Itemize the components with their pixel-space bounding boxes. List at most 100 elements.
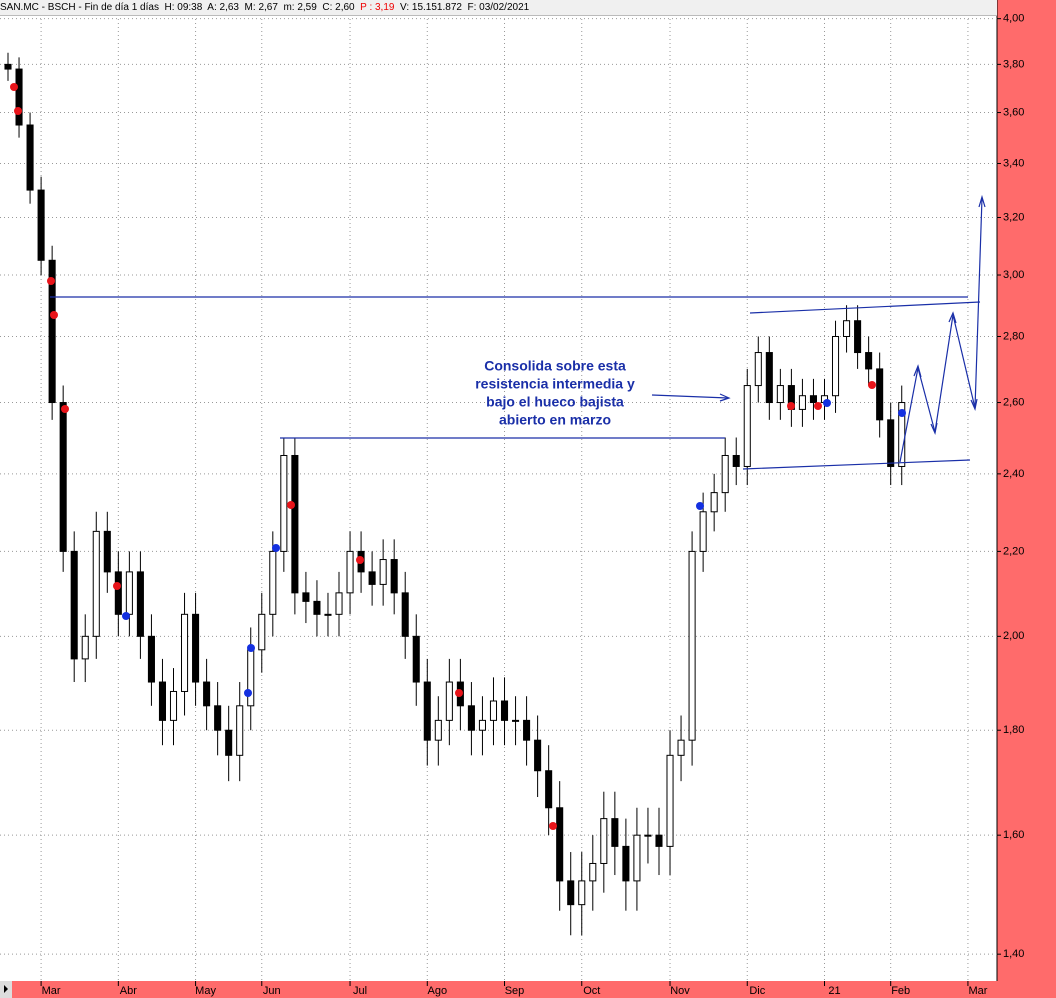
annotation-line: abierto en marzo xyxy=(499,412,611,428)
candle-body xyxy=(556,807,564,882)
candle-body xyxy=(489,700,498,721)
candle-body xyxy=(512,719,520,722)
candle-body xyxy=(843,320,851,337)
candle-body xyxy=(500,700,509,721)
candle-body xyxy=(291,454,299,594)
candle-body xyxy=(114,571,122,615)
x-tick-label: Abr xyxy=(120,985,137,997)
candle-body xyxy=(423,681,431,741)
candle-body xyxy=(48,259,56,404)
pointer xyxy=(651,394,729,399)
candle-body xyxy=(721,454,729,494)
x-tick-label: Jul xyxy=(353,985,367,997)
x-tick-label: May xyxy=(195,985,216,997)
y-tick-label: 3,80 xyxy=(1003,58,1024,70)
candle-body xyxy=(169,690,178,721)
candle-body xyxy=(26,124,34,191)
candle-body xyxy=(644,834,652,837)
x-tick-label: Jun xyxy=(263,985,281,997)
y-tick-label: 1,40 xyxy=(1003,948,1024,960)
y-tick-label: 3,00 xyxy=(1003,269,1024,281)
candle-body xyxy=(125,571,133,615)
candle-body xyxy=(81,635,89,660)
channel-bottom xyxy=(742,459,971,470)
x-tick-label: Nov xyxy=(670,985,690,997)
candle-body xyxy=(203,681,211,707)
candle-body xyxy=(92,530,100,637)
candle-body xyxy=(798,395,806,410)
candle-body xyxy=(445,681,453,721)
candle-body xyxy=(103,530,111,573)
candle-body xyxy=(578,880,586,906)
candle-body xyxy=(854,320,862,354)
x-tick-label: Sep xyxy=(505,985,525,997)
candle-body xyxy=(765,352,773,404)
time-axis xyxy=(0,981,1056,998)
x-tick-label: Mar xyxy=(42,985,61,997)
x-tick-label: Feb xyxy=(891,985,910,997)
annotation-line: resistencia intermedia y xyxy=(475,376,635,392)
candle-body xyxy=(876,368,884,421)
y-tick-label: 3,20 xyxy=(1003,211,1024,223)
candle-body xyxy=(258,613,266,651)
drawings xyxy=(50,194,986,470)
candle-body xyxy=(545,770,553,809)
y-tick-label: 2,20 xyxy=(1003,545,1024,557)
y-tick-label: 3,60 xyxy=(1003,106,1024,118)
candle-body xyxy=(192,613,200,683)
grid xyxy=(0,15,997,981)
candle-body xyxy=(269,550,277,615)
candle-body xyxy=(699,511,707,552)
candle-body xyxy=(831,335,840,397)
candle-body xyxy=(37,189,45,261)
candle-body xyxy=(313,600,321,615)
candle-body xyxy=(4,63,12,70)
y-tick-label: 2,60 xyxy=(1003,396,1024,408)
candle-body xyxy=(158,681,167,721)
y-tick-label: 3,40 xyxy=(1003,157,1024,169)
candle-body xyxy=(70,550,78,660)
x-tick-label: Oct xyxy=(583,985,600,997)
candle-body xyxy=(710,492,718,513)
candle-body xyxy=(809,395,817,404)
annotation: Consolida sobre esta resistencia interme… xyxy=(475,358,635,428)
candle-body xyxy=(379,559,387,585)
annotation-line: bajo el hueco bajista xyxy=(486,394,624,410)
header: SAN.MC - BSCH - Fin de día 1 días H: 09:… xyxy=(0,0,997,16)
channel-top xyxy=(749,301,981,314)
candle-body xyxy=(302,592,310,602)
candle-body xyxy=(335,592,343,615)
candle-body xyxy=(611,818,619,847)
candle-body xyxy=(214,705,222,731)
candle-body xyxy=(677,739,685,756)
header-info: SAN.MC - BSCH - Fin de día 1 días H: 09:… xyxy=(0,2,355,13)
candle-body xyxy=(225,729,233,756)
candle-body xyxy=(534,739,542,772)
sell-signals xyxy=(10,83,876,830)
buy-signals xyxy=(122,399,906,697)
candle-body xyxy=(655,834,663,847)
candle-body xyxy=(368,571,376,585)
candle-body xyxy=(324,613,332,616)
candle-body xyxy=(523,719,531,741)
candle-body xyxy=(622,845,630,882)
y-tick-label: 1,60 xyxy=(1003,829,1024,841)
projection xyxy=(899,197,983,463)
candle-body xyxy=(688,550,696,741)
x-tick-label: 21 xyxy=(828,985,840,997)
scroll-arrow xyxy=(4,985,8,993)
candle-body xyxy=(390,559,398,594)
y-tick-label: 1,80 xyxy=(1003,724,1024,736)
candle-body xyxy=(247,649,255,707)
y-tick-label: 2,80 xyxy=(1003,330,1024,342)
price-axis xyxy=(997,0,1056,998)
candle-body xyxy=(147,635,155,683)
annotation-line: Consolida sobre esta xyxy=(484,358,626,374)
candle-body xyxy=(865,352,873,370)
y-tick-label: 2,40 xyxy=(1003,468,1024,480)
candle-body xyxy=(15,68,23,126)
candle-body xyxy=(754,352,762,387)
pointer-head xyxy=(719,393,731,402)
candle-body xyxy=(467,705,475,731)
